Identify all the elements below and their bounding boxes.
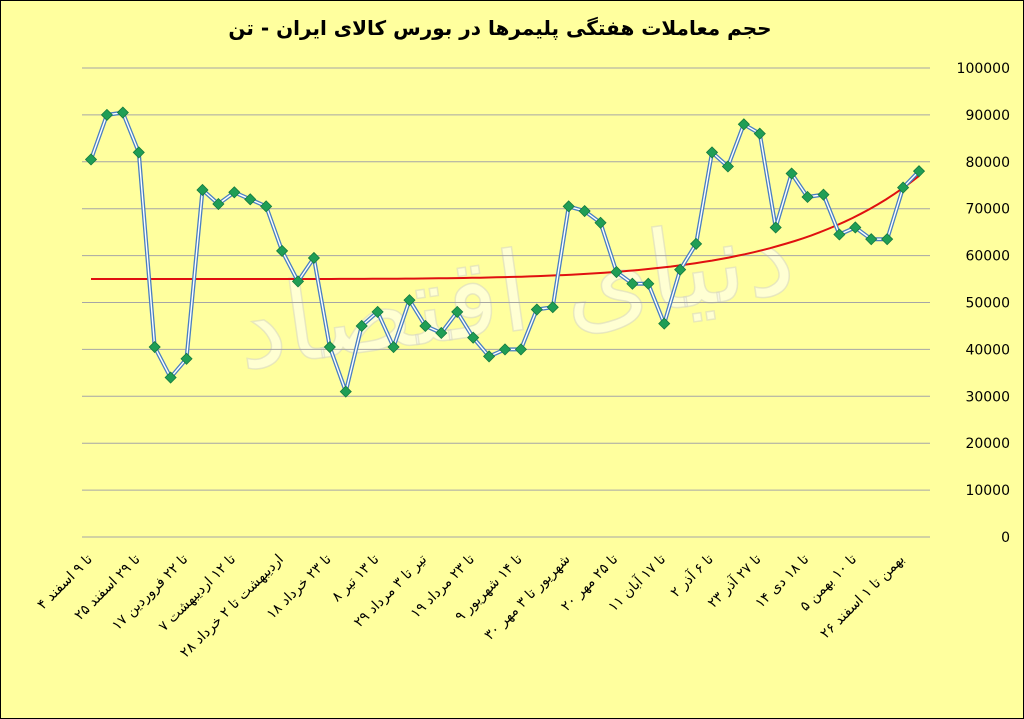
data-point <box>642 277 655 290</box>
data-point <box>785 167 798 180</box>
data-point <box>578 204 591 218</box>
y-tick-label: 40000 <box>965 342 1010 358</box>
data-point <box>419 319 432 333</box>
data-point <box>84 153 98 166</box>
watermark: دنیای اقتصاد <box>227 189 802 395</box>
data-point <box>594 216 607 229</box>
data-point <box>164 371 177 384</box>
y-axis-ticks: 0 10000 20000 30000 40000 50000 60000 70000 8000… <box>957 61 1010 546</box>
data-point <box>769 221 782 234</box>
svg-text:دنیای اقتصاد: دنیای اقتصاد <box>228 190 802 395</box>
data-point <box>801 190 814 204</box>
data-point <box>307 251 320 265</box>
data-point <box>260 200 273 213</box>
y-tick-label: 20000 <box>965 436 1010 452</box>
data-point <box>180 352 193 365</box>
data-point <box>626 277 639 290</box>
series-markers <box>84 106 926 398</box>
data-point <box>276 244 289 257</box>
trendline <box>91 175 920 280</box>
data-point <box>498 343 512 356</box>
x-tick-label: ۲ تا ۶ آذر <box>667 551 717 601</box>
chart-title: حجم معاملات هفتگی پلیمرها در بورس کالای … <box>228 16 772 40</box>
data-point <box>546 301 559 314</box>
data-point <box>244 193 257 206</box>
data-point <box>339 385 352 398</box>
data-point <box>912 165 926 178</box>
data-point <box>196 183 209 197</box>
y-tick-label: 50000 <box>965 296 1010 312</box>
data-point <box>483 350 496 363</box>
data-point <box>897 181 910 194</box>
y-tick-label: 70000 <box>965 202 1010 218</box>
grid <box>82 67 930 538</box>
data-point <box>674 263 687 276</box>
data-point <box>148 340 161 354</box>
data-point <box>833 228 846 241</box>
data-point <box>355 319 368 333</box>
data-point <box>530 303 543 316</box>
x-tick-label: ۳۰ شهریور تا ۳ مهر <box>482 552 574 644</box>
data-point <box>228 186 241 199</box>
data-point <box>514 343 527 356</box>
y-tick-label: 0 <box>1001 530 1010 546</box>
data-point <box>881 233 894 246</box>
data-point <box>705 146 719 159</box>
data-point <box>132 146 145 159</box>
data-point <box>658 317 671 330</box>
x-tick-label: ۲۶ بهمن تا ۱ اسفند <box>817 552 907 642</box>
data-point <box>690 237 703 250</box>
data-point <box>865 233 878 246</box>
data-point <box>467 331 480 344</box>
y-tick-label: 90000 <box>965 108 1010 124</box>
data-point <box>212 197 225 211</box>
y-tick-label: 10000 <box>965 483 1010 499</box>
data-point <box>100 108 113 121</box>
data-point <box>323 340 336 354</box>
data-point <box>387 340 400 354</box>
data-point <box>562 200 575 213</box>
data-point <box>753 127 766 140</box>
data-point <box>737 118 750 131</box>
y-tick-label: 80000 <box>965 155 1010 171</box>
y-tick-label: 60000 <box>965 249 1010 265</box>
data-point <box>849 221 862 234</box>
data-point <box>451 305 464 318</box>
data-point <box>817 188 830 201</box>
trendline-path <box>91 175 920 280</box>
data-point <box>610 265 623 279</box>
data-point <box>435 326 448 340</box>
data-point <box>116 106 129 119</box>
data-point <box>371 305 384 318</box>
data-point <box>291 275 305 288</box>
data-point <box>403 294 416 307</box>
data-point <box>721 160 734 173</box>
y-tick-label: 30000 <box>965 389 1010 405</box>
y-tick-label: 100000 <box>957 61 1010 77</box>
